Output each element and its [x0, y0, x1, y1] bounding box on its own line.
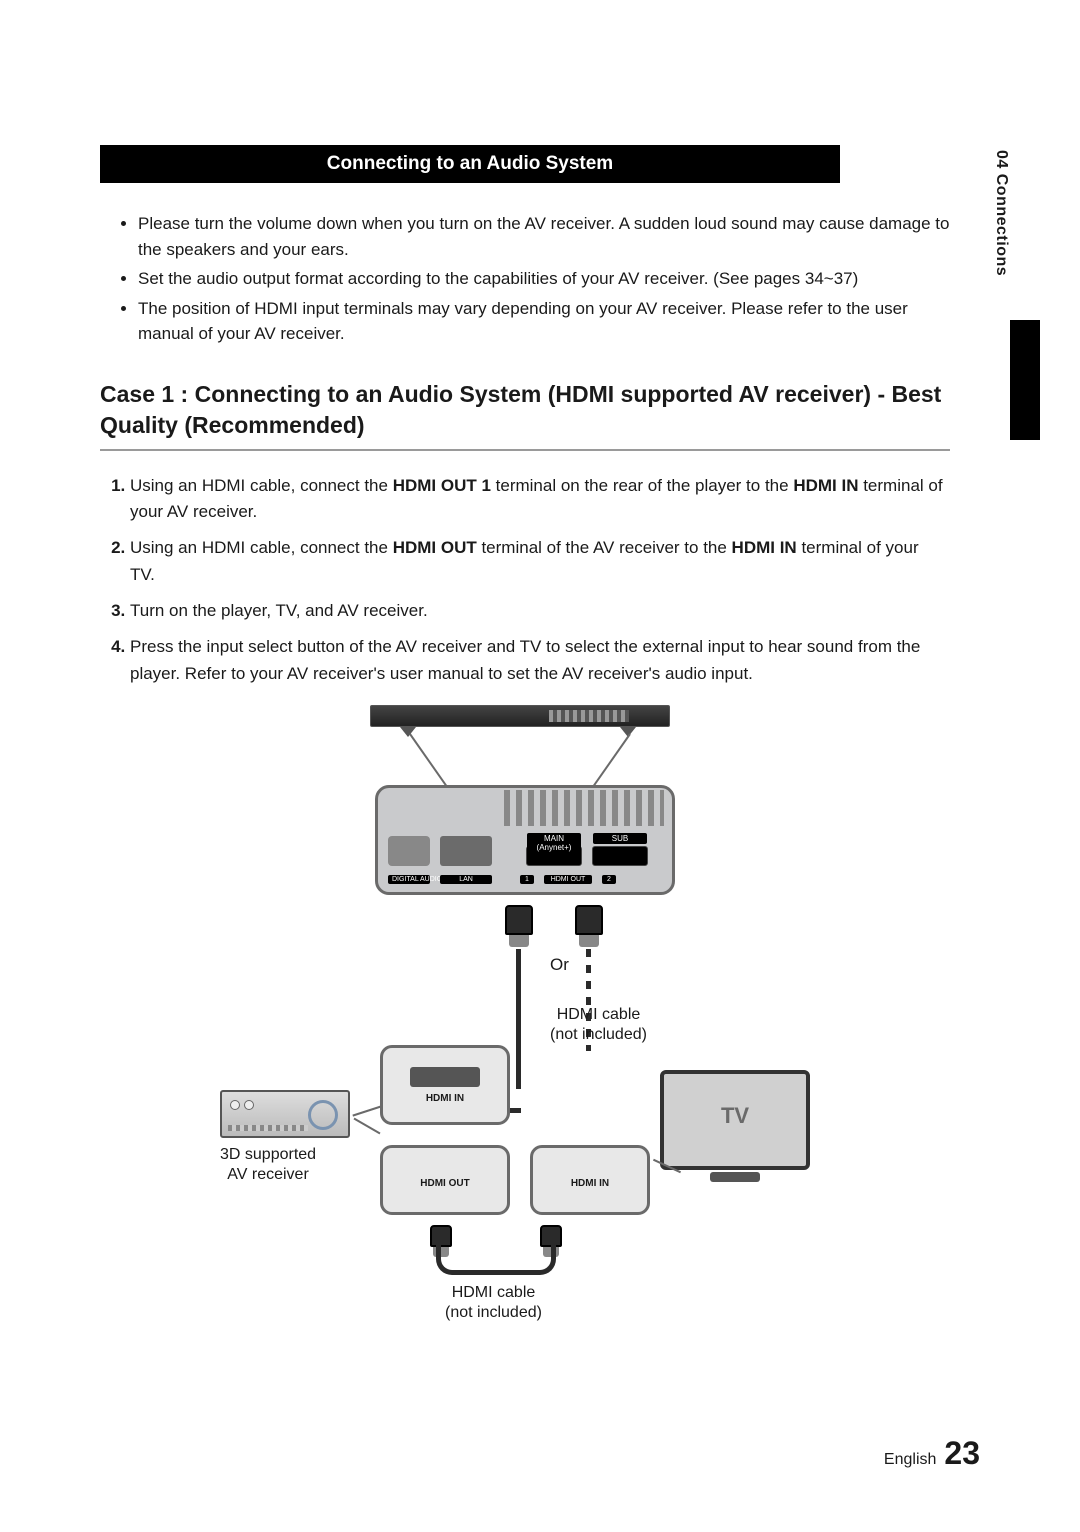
port-label: 1 [520, 875, 534, 884]
tv-label: TV [660, 1103, 810, 1129]
step-bold: HDMI OUT 1 [393, 476, 491, 495]
port-label-row: DIGITAL AUDIO OUT LAN 1 HDMI OUT 2 [388, 872, 662, 886]
port-label: DIGITAL AUDIO OUT [388, 875, 430, 884]
tv-hdmi-in-callout: HDMI IN [530, 1145, 650, 1215]
avr-hdmi-in-callout: HDMI IN [380, 1045, 510, 1125]
case-heading: Case 1 : Connecting to an Audio System (… [100, 379, 950, 451]
label-text: AV receiver [227, 1166, 309, 1183]
section-title-bar: Connecting to an Audio System [100, 145, 840, 183]
hdmi-port-graphic [410, 1067, 480, 1087]
step-text: terminal on the rear of the player to th… [491, 476, 793, 495]
port-label: HDMI IN [426, 1093, 464, 1104]
av-receiver-icon [220, 1090, 350, 1138]
intro-bullet: Set the audio output format according to… [138, 266, 950, 292]
step-bold: HDMI IN [793, 476, 858, 495]
section-tab-label: 04 Connections [992, 150, 1010, 276]
step-item: Using an HDMI cable, connect the HDMI OU… [130, 535, 946, 588]
hdmi-plug-icon [505, 905, 533, 949]
callout-leader-line [352, 1105, 381, 1116]
av-receiver-label: 3D supported AV receiver [220, 1145, 316, 1185]
intro-bullet: Please turn the volume down when you tur… [138, 211, 950, 262]
vent-graphic [504, 790, 664, 826]
page-footer: English 23 [884, 1435, 980, 1472]
or-label: Or [550, 955, 569, 975]
label-text: 3D supported [220, 1146, 316, 1163]
callout-leader-line [589, 733, 631, 791]
port-row: MAIN (Anynet+) SUB [388, 836, 662, 866]
label-text: (not included) [550, 1026, 647, 1043]
player-top-view [370, 705, 670, 727]
callout-leader-line [354, 1118, 381, 1135]
optical-port [388, 836, 430, 866]
intro-bullet: The position of HDMI input terminals may… [138, 296, 950, 347]
page-body: Connecting to an Audio System Please tur… [100, 145, 970, 1325]
steps-list: Using an HDMI cable, connect the HDMI OU… [106, 473, 946, 687]
section-tab-marker [1010, 320, 1040, 440]
port-label: 2 [602, 875, 616, 884]
label-text: HDMI cable [452, 1284, 536, 1301]
intro-bullet-list: Please turn the volume down when you tur… [120, 211, 950, 347]
hdmi-out-1-port: MAIN (Anynet+) [526, 846, 582, 866]
port-label: HDMI OUT [420, 1178, 469, 1189]
footer-language: English [884, 1451, 936, 1469]
lan-port [440, 836, 492, 866]
port-label: HDMI IN [571, 1178, 609, 1189]
hdmi-cable-label: HDMI cable (not included) [445, 1283, 542, 1323]
step-text: Using an HDMI cable, connect the [130, 476, 393, 495]
port-label: MAIN (Anynet+) [527, 833, 581, 853]
step-text: terminal of the AV receiver to the [477, 538, 732, 557]
step-bold: HDMI OUT [393, 538, 477, 557]
port-label: SUB [593, 833, 647, 844]
step-text: Turn on the player, TV, and AV receiver. [130, 601, 428, 620]
port-label: HDMI OUT [544, 875, 592, 884]
connection-diagram: MAIN (Anynet+) SUB DIGITAL AUDIO OUT LAN… [100, 705, 970, 1325]
callout-pointer [400, 727, 416, 737]
hdmi-out-2-port: SUB [592, 846, 648, 866]
cable-line [516, 949, 521, 1089]
label-text: HDMI cable [557, 1006, 641, 1023]
step-item: Press the input select button of the AV … [130, 634, 946, 687]
step-item: Turn on the player, TV, and AV receiver. [130, 598, 946, 624]
step-text: Press the input select button of the AV … [130, 637, 920, 682]
step-item: Using an HDMI cable, connect the HDMI OU… [130, 473, 946, 526]
hdmi-cable-label: HDMI cable (not included) [550, 1005, 647, 1045]
footer-page-number: 23 [944, 1435, 980, 1472]
avr-knobs [230, 1100, 260, 1114]
callout-leader-line [409, 733, 451, 791]
hdmi-plug-icon [575, 905, 603, 949]
player-rear-panel-callout: MAIN (Anynet+) SUB DIGITAL AUDIO OUT LAN… [375, 785, 675, 895]
label-text: (not included) [445, 1304, 542, 1321]
port-label: LAN [440, 875, 492, 884]
avr-hdmi-out-callout: HDMI OUT [380, 1145, 510, 1215]
step-bold: HDMI IN [732, 538, 797, 557]
step-text: Using an HDMI cable, connect the [130, 538, 393, 557]
cable-line [436, 1245, 556, 1275]
